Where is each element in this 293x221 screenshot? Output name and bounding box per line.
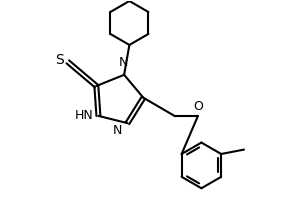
Text: N: N [113, 124, 122, 137]
Text: O: O [193, 100, 203, 113]
Text: S: S [55, 53, 64, 67]
Text: HN: HN [74, 109, 93, 122]
Text: N: N [119, 56, 128, 69]
